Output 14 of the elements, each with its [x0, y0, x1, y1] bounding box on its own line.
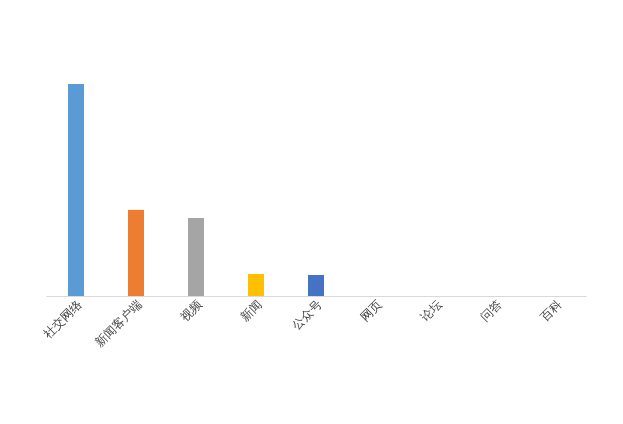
- bar: [308, 275, 324, 296]
- bar: [68, 84, 84, 296]
- x-tick-label: 网页: [358, 297, 384, 324]
- x-tick-label: 问答: [478, 297, 504, 324]
- x-tick-label: 百科: [538, 297, 564, 324]
- x-tick-label: 论坛: [418, 297, 444, 324]
- bar: [248, 274, 264, 296]
- x-tick-label: 视频: [178, 297, 204, 324]
- x-tick-label: 新闻: [238, 297, 264, 324]
- x-tick-label: 社交网络: [40, 297, 84, 341]
- x-tick-label: 公众号: [289, 297, 324, 332]
- x-tick-label: 新闻客户端: [92, 297, 144, 350]
- bar: [128, 210, 144, 296]
- bar: [188, 218, 204, 296]
